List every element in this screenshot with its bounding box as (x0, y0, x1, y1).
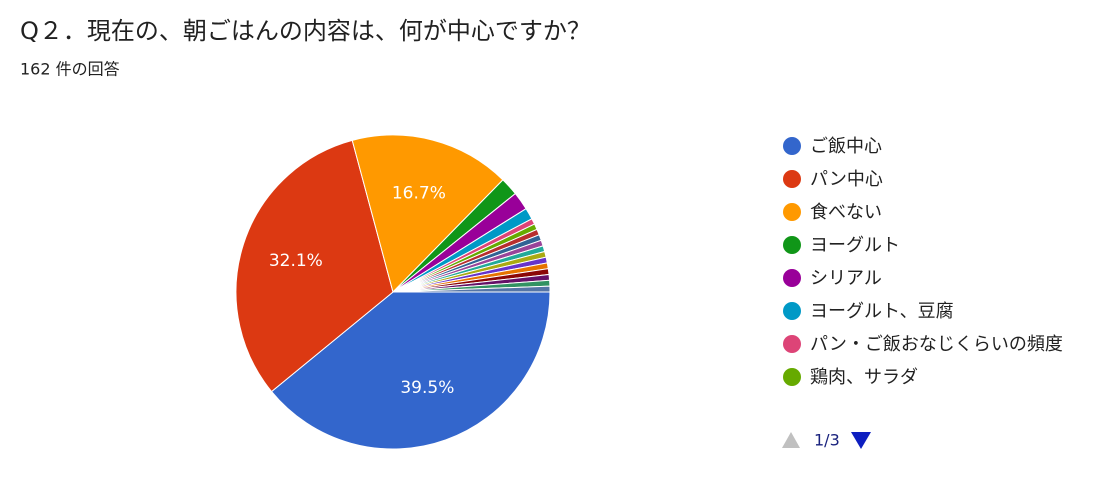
legend-marker (783, 236, 801, 254)
legend-prev-page[interactable] (782, 432, 800, 448)
legend-label: パン中心 (810, 169, 883, 190)
chart-title: Q２．現在の、朝ごはんの内容は、何が中心ですか？ (20, 17, 591, 45)
slice-label: 39.5% (400, 378, 454, 398)
legend-label: ヨーグルト、豆腐 (810, 301, 954, 322)
legend-marker (783, 368, 801, 386)
legend-marker (783, 170, 801, 188)
slice-label: 16.7% (392, 183, 446, 203)
pie-slice (351, 134, 504, 293)
legend-label: シリアル (810, 268, 882, 289)
legend-next-page[interactable] (851, 432, 871, 449)
legend-marker (783, 269, 801, 287)
legend-marker (783, 335, 801, 353)
chart-subtitle: 162 件の回答 (20, 60, 120, 79)
slice-label: 32.1% (269, 251, 323, 271)
legend-label: 鶏肉、サラダ (810, 367, 918, 388)
pie-slice (270, 291, 551, 450)
legend-label: ご飯中心 (810, 136, 882, 157)
legend-marker (783, 137, 801, 155)
legend-label: ヨーグルト (810, 235, 900, 256)
legend-page: 1/3 (814, 431, 840, 450)
pie-slice (392, 285, 551, 293)
legend-label: 食べない (810, 202, 882, 223)
legend-marker (783, 302, 801, 320)
legend-label: パン・ご飯おなじくらいの頻度 (810, 334, 1063, 355)
legend-marker (783, 203, 801, 221)
pie-slice (235, 139, 394, 393)
